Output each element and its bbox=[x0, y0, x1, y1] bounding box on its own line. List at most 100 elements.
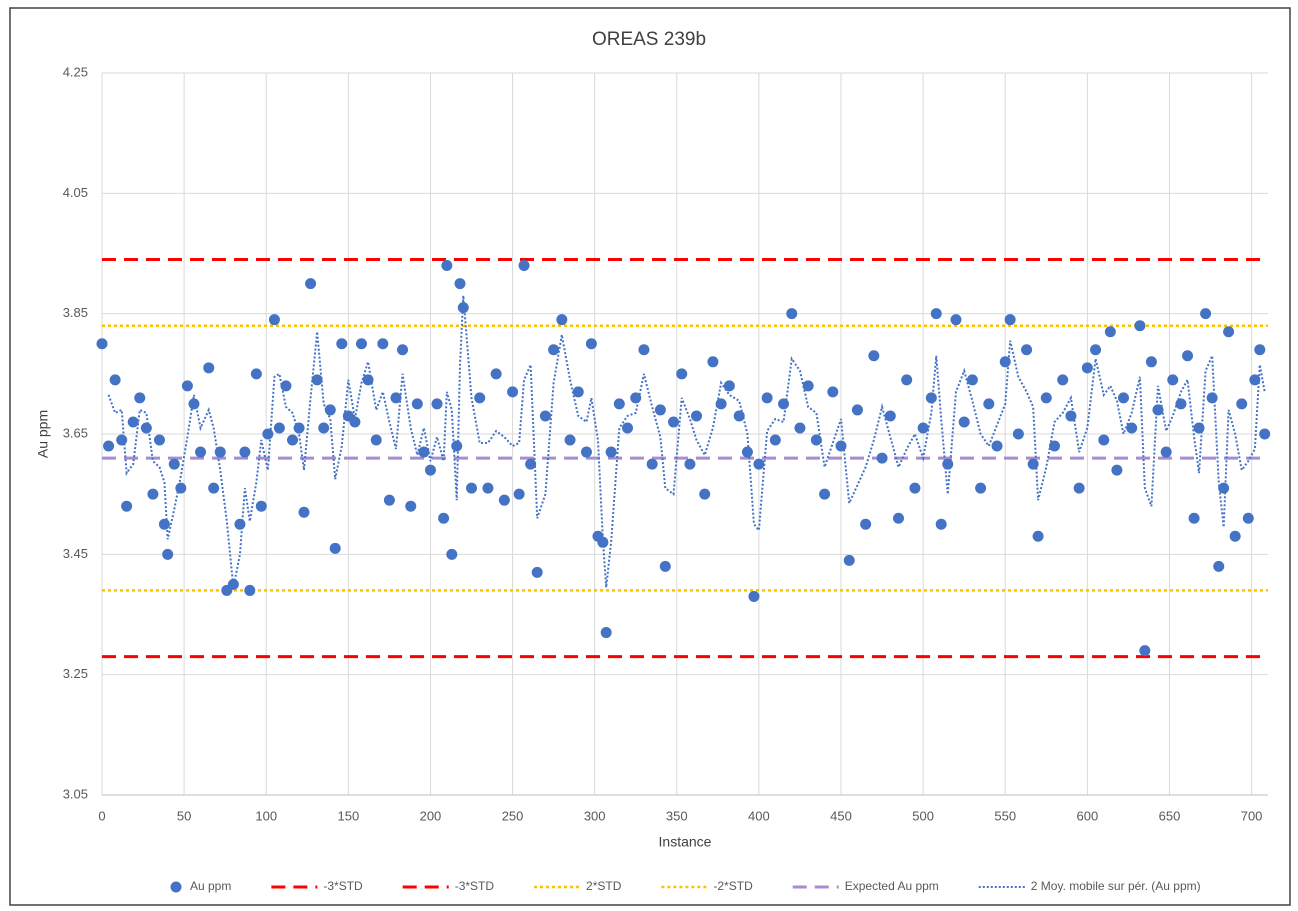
legend-label: 2*STD bbox=[586, 879, 622, 893]
legend: Au ppm -3*STD -3*STD 2*STD -2*STD Expected Au… bbox=[170, 879, 1201, 893]
data-point bbox=[431, 398, 443, 410]
x-tick-label: 500 bbox=[912, 808, 934, 823]
data-point bbox=[255, 500, 267, 512]
y-tick-label: 3.25 bbox=[63, 666, 88, 681]
data-point bbox=[109, 374, 121, 386]
data-point bbox=[280, 380, 292, 392]
data-point bbox=[843, 554, 855, 566]
data-point bbox=[268, 314, 280, 326]
data-point bbox=[925, 392, 937, 404]
data-point bbox=[1032, 530, 1044, 542]
data-point bbox=[1160, 446, 1172, 458]
data-point bbox=[1236, 398, 1248, 410]
data-point bbox=[1254, 344, 1266, 356]
x-axis-label: Instance bbox=[659, 834, 712, 850]
x-tick-label: 650 bbox=[1159, 808, 1181, 823]
legend-label: -3*STD bbox=[455, 879, 495, 893]
data-point bbox=[761, 392, 773, 404]
data-point bbox=[451, 440, 463, 452]
data-point bbox=[715, 398, 727, 410]
data-point bbox=[1040, 392, 1052, 404]
data-point bbox=[518, 260, 530, 272]
data-point bbox=[810, 434, 822, 446]
data-point bbox=[214, 446, 226, 458]
data-point bbox=[424, 464, 436, 476]
data-point bbox=[802, 380, 814, 392]
data-point bbox=[390, 392, 402, 404]
data-point bbox=[690, 410, 702, 422]
data-point bbox=[397, 344, 409, 356]
data-point bbox=[1057, 374, 1069, 386]
data-point bbox=[684, 458, 696, 470]
data-point bbox=[349, 416, 361, 428]
data-point bbox=[975, 482, 987, 494]
data-point bbox=[585, 338, 597, 350]
data-point bbox=[1081, 362, 1093, 374]
x-tick-label: 400 bbox=[748, 808, 770, 823]
data-point bbox=[244, 584, 256, 596]
data-point bbox=[668, 416, 680, 428]
data-point bbox=[293, 422, 305, 434]
data-point bbox=[239, 446, 251, 458]
data-point bbox=[168, 458, 180, 470]
data-point bbox=[1126, 422, 1138, 434]
data-point bbox=[457, 302, 469, 314]
data-point bbox=[1049, 440, 1061, 452]
data-point bbox=[1188, 512, 1200, 524]
data-point bbox=[676, 368, 688, 380]
data-point bbox=[383, 494, 395, 506]
data-point bbox=[1117, 392, 1129, 404]
data-point bbox=[311, 374, 323, 386]
legend-label: Au ppm bbox=[190, 879, 231, 893]
data-point bbox=[548, 344, 560, 356]
data-point bbox=[1139, 645, 1151, 657]
data-point bbox=[638, 344, 650, 356]
data-point bbox=[121, 500, 133, 512]
legend-marker bbox=[170, 881, 182, 893]
data-point bbox=[572, 386, 584, 398]
data-point bbox=[370, 434, 382, 446]
data-point bbox=[441, 260, 453, 272]
data-point bbox=[507, 386, 519, 398]
data-point bbox=[127, 416, 139, 428]
data-point bbox=[355, 338, 367, 350]
x-tick-label: 450 bbox=[830, 808, 852, 823]
data-point bbox=[1073, 482, 1085, 494]
data-point bbox=[1249, 374, 1261, 386]
data-point bbox=[134, 392, 146, 404]
data-point bbox=[901, 374, 913, 386]
legend-label: -3*STD bbox=[323, 879, 363, 893]
x-tick-label: 200 bbox=[420, 808, 442, 823]
data-point bbox=[438, 512, 450, 524]
data-point bbox=[531, 566, 543, 578]
data-point bbox=[490, 368, 502, 380]
data-point bbox=[362, 374, 374, 386]
data-point bbox=[1098, 434, 1110, 446]
data-point bbox=[659, 560, 671, 572]
y-tick-label: 4.25 bbox=[63, 64, 88, 79]
legend-label: Expected Au ppm bbox=[845, 879, 939, 893]
data-point bbox=[262, 428, 274, 440]
data-point bbox=[1111, 464, 1123, 476]
data-point bbox=[162, 548, 174, 560]
data-point bbox=[999, 356, 1011, 368]
data-point bbox=[140, 422, 152, 434]
y-tick-label: 3.45 bbox=[63, 546, 88, 561]
data-point bbox=[564, 434, 576, 446]
data-point bbox=[411, 398, 423, 410]
data-point bbox=[646, 458, 658, 470]
data-point bbox=[498, 494, 510, 506]
data-point bbox=[884, 410, 896, 422]
data-point bbox=[1152, 404, 1164, 416]
x-tick-label: 50 bbox=[177, 808, 191, 823]
data-point bbox=[1200, 308, 1212, 320]
data-point bbox=[1104, 326, 1116, 338]
data-point bbox=[1167, 374, 1179, 386]
data-point bbox=[250, 368, 262, 380]
data-point bbox=[188, 398, 200, 410]
data-point bbox=[175, 482, 187, 494]
data-point bbox=[147, 488, 159, 500]
data-point bbox=[234, 518, 246, 530]
data-point bbox=[103, 440, 115, 452]
